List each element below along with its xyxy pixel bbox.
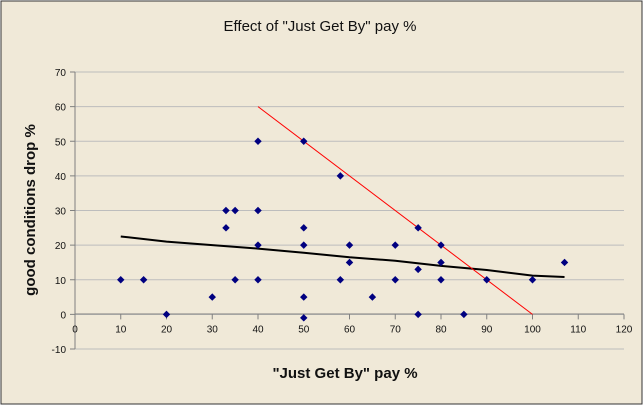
scatter-points: [117, 137, 569, 322]
data-point: [300, 314, 308, 322]
data-point: [222, 206, 230, 215]
y-tick-label: 0: [60, 310, 66, 321]
x-tick-label: 90: [481, 324, 493, 335]
x-tick-label: 40: [252, 324, 264, 335]
chart-title: Effect of "Just Get By" pay %: [224, 18, 417, 35]
data-point: [483, 276, 491, 284]
data-point: [368, 293, 377, 301]
data-point: [336, 276, 345, 284]
data-point: [117, 276, 125, 284]
x-tick-label: 0: [72, 324, 78, 335]
x-tick-label: 30: [207, 324, 219, 335]
data-point: [391, 276, 399, 284]
data-point: [345, 241, 354, 249]
y-tick-label: 30: [55, 207, 67, 218]
data-point: [460, 310, 468, 319]
y-tick-label: -10: [52, 345, 67, 356]
trend-line: [120, 235, 565, 278]
x-axis-title: "Just Get By" pay %: [272, 365, 417, 382]
data-point: [300, 241, 308, 249]
x-tick-label: 110: [570, 324, 586, 335]
x-tick-label: 50: [298, 324, 310, 335]
x-tick-label: 60: [344, 324, 356, 335]
data-point: [208, 293, 216, 301]
data-point: [391, 241, 399, 249]
y-tick-label: 20: [55, 241, 67, 252]
data-point: [528, 276, 537, 284]
data-point: [336, 172, 345, 180]
data-point: [437, 276, 445, 284]
data-point: [231, 276, 239, 284]
y-axis-ticks: -10 0 10 20 30 40 50 60 70: [52, 68, 75, 356]
data-point: [254, 137, 262, 145]
x-tick-label: 20: [161, 324, 173, 335]
data-point: [231, 206, 239, 215]
data-point: [222, 224, 230, 232]
data-point: [254, 276, 262, 284]
y-tick-label: 10: [55, 276, 67, 287]
data-point: [300, 137, 308, 145]
data-point: [414, 310, 422, 319]
y-tick-label: 70: [55, 68, 67, 79]
data-point: [300, 224, 308, 232]
x-tick-label: 100: [524, 324, 541, 335]
x-tick-label: 10: [115, 324, 127, 335]
data-point: [414, 265, 422, 274]
data-point: [437, 241, 445, 249]
y-axis-title: good conditions drop %: [22, 124, 39, 296]
x-tick-label: 80: [435, 324, 447, 335]
x-axis-ticks: 0 10 20 30 40 50 60 70 80 90 100 110 120: [72, 314, 633, 335]
data-point: [560, 258, 569, 267]
data-point: [345, 258, 354, 267]
y-tick-label: 50: [55, 137, 67, 148]
y-tick-label: 40: [55, 172, 67, 183]
data-point: [414, 224, 422, 232]
data-point: [437, 258, 445, 267]
data-point: [254, 241, 262, 249]
x-tick-label: 120: [616, 324, 633, 335]
data-point: [162, 310, 171, 319]
data-point: [300, 293, 308, 301]
y-tick-label: 60: [55, 103, 67, 114]
data-point: [139, 276, 148, 284]
x-tick-label: 70: [390, 324, 402, 335]
data-point: [254, 206, 262, 215]
